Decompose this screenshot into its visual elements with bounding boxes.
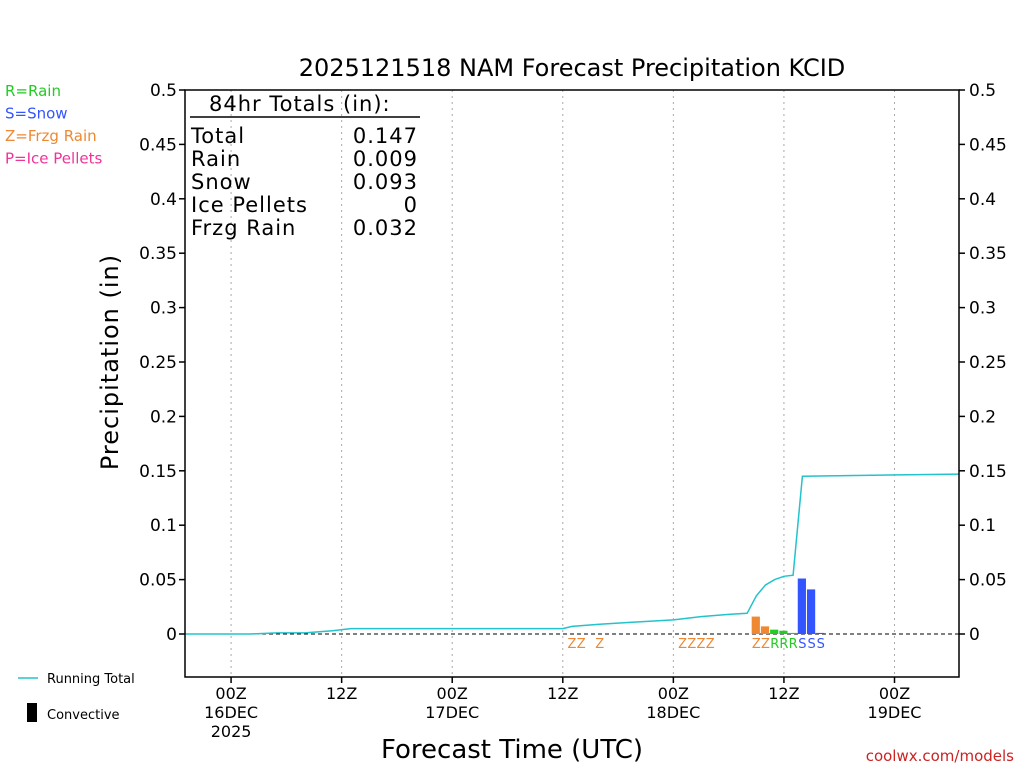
plot-frame xyxy=(184,89,960,678)
legend-entry-3: P=Ice Pellets xyxy=(5,150,102,168)
x-tick-label: 19DEC xyxy=(868,703,922,722)
chart-title: 2025121518 NAM Forecast Precipitation KC… xyxy=(299,54,846,82)
precip-bar-Z xyxy=(760,626,770,634)
y-tick-label-right: 0.15 xyxy=(969,462,1007,482)
legend-entry-0: R=Rain xyxy=(5,82,61,100)
totals-label: Ice Pellets xyxy=(191,193,308,217)
ptype-marker-Z: Z xyxy=(595,637,604,652)
y-tick-label-left: 0.2 xyxy=(150,407,177,427)
y-tick-label-right: 0.3 xyxy=(969,299,996,319)
ptype-marker-R: R xyxy=(779,637,788,652)
grid-lines xyxy=(185,90,959,677)
x-tick-label: 00Z xyxy=(437,684,468,703)
totals-label: Snow xyxy=(191,170,252,194)
y-tick-label-left: 0.3 xyxy=(150,299,177,319)
ptype-marker-R: R xyxy=(789,637,798,652)
ptype-marker-Z: Z xyxy=(687,637,696,652)
ptype-marker-Z: Z xyxy=(752,637,761,652)
legend-entry-1: S=Snow xyxy=(5,105,68,123)
y-tick-label-right: 0.05 xyxy=(969,571,1007,591)
ptype-marker-Z: Z xyxy=(678,637,687,652)
totals-value: 0.147 xyxy=(353,124,418,148)
precip-bar-S xyxy=(806,589,816,634)
ptype-marker-Z: Z xyxy=(697,637,706,652)
ptype-marker-Z: Z xyxy=(577,637,586,652)
y-tick-label-left: 0.45 xyxy=(139,135,177,155)
watermark-text: coolwx.com/models xyxy=(866,747,1014,765)
x-tick-label: 12Z xyxy=(547,684,578,703)
ptype-marker-S: S xyxy=(807,637,815,652)
totals-value: 0.093 xyxy=(353,170,418,194)
totals-label: Rain xyxy=(191,147,241,171)
x-tick-label: 2025 xyxy=(211,722,252,741)
y-axis-left: 0 0.05 0.1 0.15 0.2 0.25 0.3 0.35 0.4 0.45 0.5 xyxy=(139,81,185,645)
y-tick-label-right: 0.45 xyxy=(969,135,1007,155)
running-total-series xyxy=(185,473,960,635)
totals-label: Frzg Rain xyxy=(191,216,296,240)
x-tick-label: 12Z xyxy=(326,684,357,703)
y-axis-right: 0 0.05 0.1 0.15 0.2 0.25 0.3 0.35 0.4 0.45 0.5 xyxy=(959,81,1007,645)
series-legend: Running Total Convective xyxy=(18,672,135,723)
y-tick-label-left: 0.4 xyxy=(150,190,177,210)
precip-bar-S xyxy=(816,632,825,634)
y-tick-label-right: 0.2 xyxy=(969,407,996,427)
x-axis-label: Forecast Time (UTC) xyxy=(381,735,643,765)
convective-legend-swatch xyxy=(27,703,37,722)
ptype-marker-S: S xyxy=(798,637,806,652)
x-tick-label: 00Z xyxy=(658,684,689,703)
totals-value: 0.009 xyxy=(353,147,418,171)
running-total-line xyxy=(185,473,960,635)
y-tick-label-right: 0.35 xyxy=(969,244,1007,264)
y-tick-label-right: 0 xyxy=(969,625,980,645)
y-tick-label-left: 0.35 xyxy=(139,244,177,264)
x-tick-label: 17DEC xyxy=(425,703,479,722)
precip-bar-R xyxy=(770,629,779,634)
x-tick-label: 00Z xyxy=(879,684,910,703)
precip-bar-S xyxy=(797,578,806,634)
y-tick-label-left: 0.05 xyxy=(139,571,177,591)
y-tick-label-left: 0.1 xyxy=(150,516,177,536)
y-axis-label: Precipitation (in) xyxy=(96,254,124,470)
x-tick-label: 18DEC xyxy=(646,703,700,722)
y-tick-label-right: 0.1 xyxy=(969,516,996,536)
y-tick-label-right: 0.4 xyxy=(969,190,996,210)
x-tick-label: 00Z xyxy=(215,684,246,703)
y-tick-label-right: 0.25 xyxy=(969,353,1007,373)
convective-legend-label: Convective xyxy=(47,708,120,723)
ptype-marker-Z: Z xyxy=(706,637,715,652)
y-tick-label-left: 0.25 xyxy=(139,353,177,373)
running-total-legend-label: Running Total xyxy=(47,672,135,687)
x-tick-label: 12Z xyxy=(768,684,799,703)
legend-entry-2: Z=Frzg Rain xyxy=(5,127,97,145)
totals-table: 84hr Totals (in): Total 0.147 Rain 0.009 Snow… xyxy=(190,92,420,240)
ptype-legend: R=Rain S=Snow Z=Frzg Rain P=Ice Pellets xyxy=(5,82,102,168)
precip-bar-R xyxy=(779,630,788,634)
x-tick-label: 16DEC xyxy=(204,703,258,722)
precip-bar-Z xyxy=(751,616,760,634)
precip-bars xyxy=(751,578,825,634)
precip-bar-R xyxy=(788,632,797,634)
y-tick-label-right: 0.5 xyxy=(969,81,996,101)
ptype-marker-R: R xyxy=(770,637,779,652)
ptype-marker-Z: Z xyxy=(761,637,770,652)
ptype-marker-S: S xyxy=(817,637,825,652)
totals-label: Total xyxy=(190,124,245,148)
totals-value: 0.032 xyxy=(353,216,418,240)
ptype-marker-Z: Z xyxy=(568,637,577,652)
y-tick-label-left: 0 xyxy=(166,625,177,645)
y-tick-label-left: 0.15 xyxy=(139,462,177,482)
y-tick-label-left: 0.5 xyxy=(150,81,177,101)
totals-header: 84hr Totals (in): xyxy=(209,92,391,116)
totals-value: 0 xyxy=(404,193,418,217)
